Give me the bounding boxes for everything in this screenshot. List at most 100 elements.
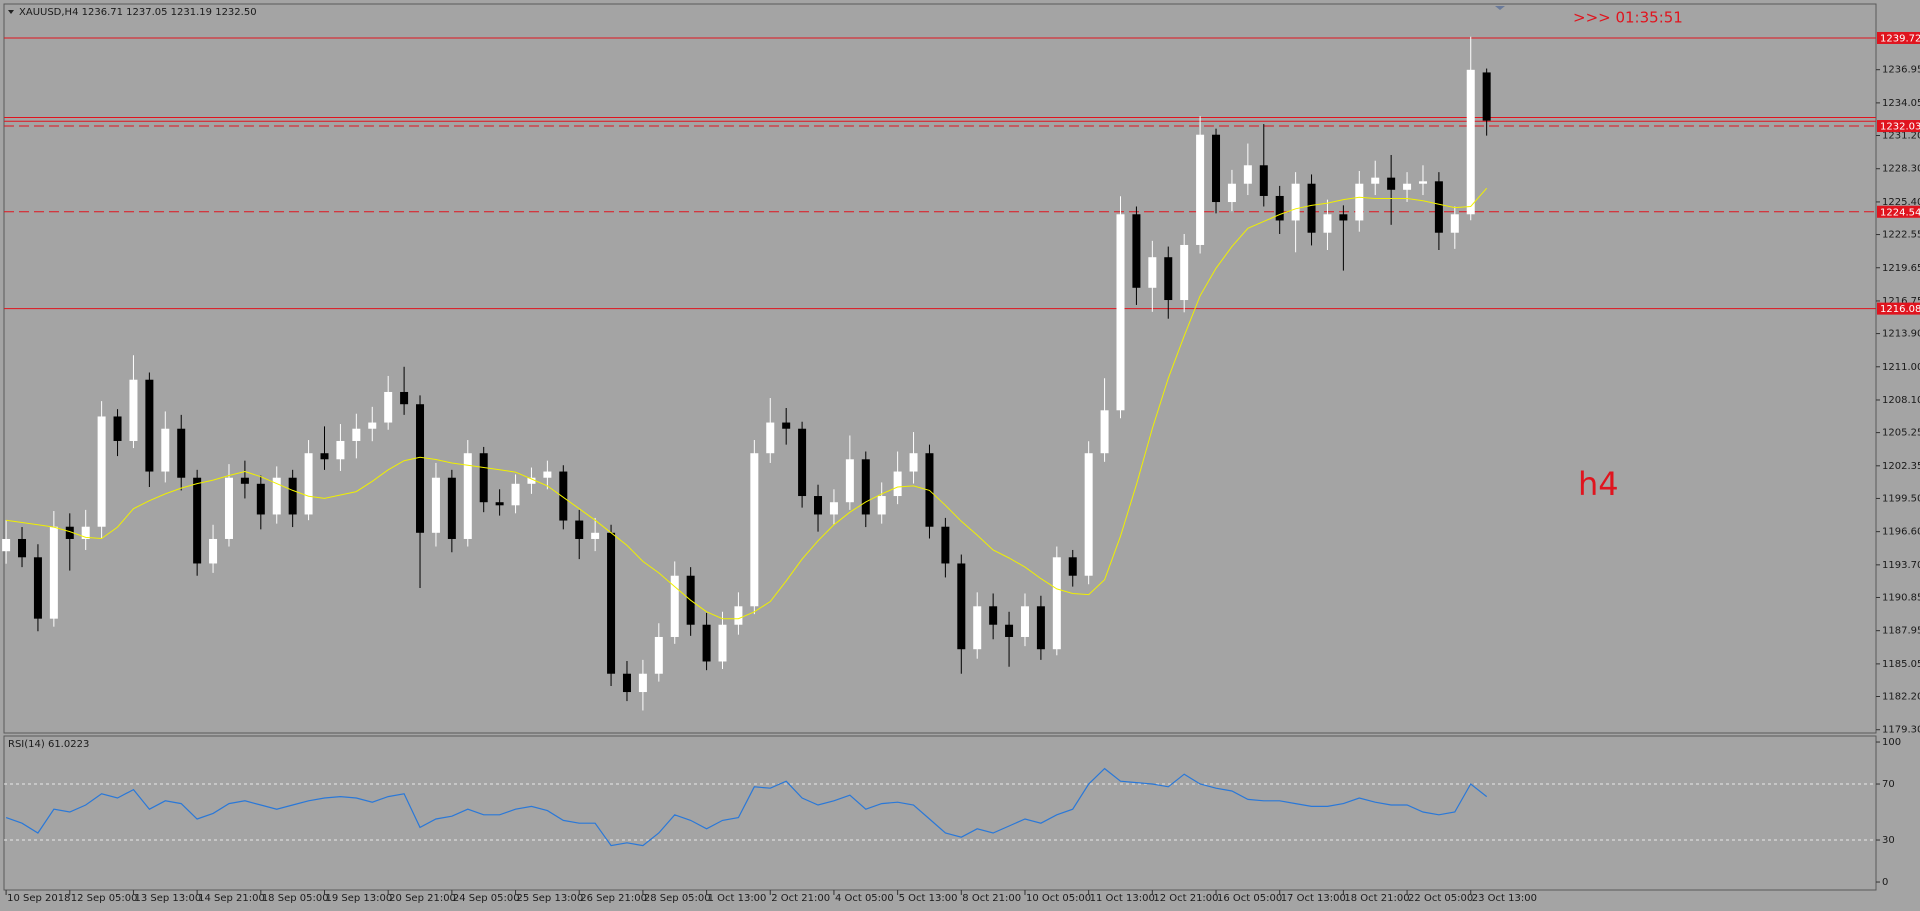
candle-body xyxy=(702,624,711,662)
candle-body xyxy=(1259,165,1268,196)
candle-body xyxy=(1418,181,1427,184)
y-tick-label: 1182.20 xyxy=(1882,692,1920,703)
candle-body xyxy=(1148,257,1157,288)
x-tick-label: 2 Oct 21:00 xyxy=(771,893,830,904)
menu-arrow[interactable] xyxy=(8,10,14,14)
candle-body xyxy=(1291,183,1300,221)
candle-body xyxy=(877,496,886,515)
y-tick-label: 1193.70 xyxy=(1882,560,1920,571)
countdown: >>> 01:35:51 xyxy=(1573,9,1683,27)
x-tick-label: 28 Sep 05:00 xyxy=(644,893,711,904)
x-tick-label: 10 Oct 05:00 xyxy=(1026,893,1091,904)
candle-body xyxy=(989,606,998,625)
candle-body xyxy=(81,526,90,539)
candle-body xyxy=(479,453,488,503)
main-frame xyxy=(3,3,1877,734)
y-tick-label: 1202.35 xyxy=(1882,461,1920,472)
candle-body xyxy=(431,477,440,533)
price-level-label: 1232.03 xyxy=(1880,122,1920,133)
candle-body xyxy=(1132,214,1141,288)
x-tick-label: 26 Sep 21:00 xyxy=(580,893,647,904)
candle-body xyxy=(1180,244,1189,301)
candle-body xyxy=(1227,183,1236,203)
price-level-label: 1224.54 xyxy=(1880,207,1920,218)
candle-body xyxy=(33,557,42,619)
price-level-tag xyxy=(1877,120,1920,133)
x-tick-label: 18 Oct 21:00 xyxy=(1344,893,1409,904)
candle-body xyxy=(654,636,663,674)
candle-body xyxy=(288,477,297,515)
candle-body xyxy=(272,477,281,515)
x-tick-label: 18 Sep 05:00 xyxy=(262,893,329,904)
x-tick-label: 12 Oct 21:00 xyxy=(1153,893,1218,904)
candle-body xyxy=(798,428,807,497)
candle-body xyxy=(1020,606,1029,637)
candle-body xyxy=(113,416,122,441)
x-tick-label: 22 Oct 05:00 xyxy=(1408,893,1473,904)
x-tick-label: 25 Sep 13:00 xyxy=(517,893,584,904)
x-tick-label: 23 Oct 13:00 xyxy=(1472,893,1537,904)
candle-body xyxy=(1036,606,1045,650)
y-tick-label: 1205.25 xyxy=(1882,428,1920,439)
y-tick-label: 1222.55 xyxy=(1882,230,1920,241)
x-tick-label: 16 Oct 05:00 xyxy=(1217,893,1282,904)
candle-body xyxy=(909,453,918,472)
candle-body xyxy=(129,379,138,441)
candle-body xyxy=(670,575,679,637)
candle-body xyxy=(973,606,982,650)
candle-body xyxy=(320,453,329,460)
candle-body xyxy=(1482,72,1491,121)
candle-body xyxy=(447,477,456,539)
candle-body xyxy=(1116,214,1125,411)
y-tick-label: 1213.90 xyxy=(1882,329,1920,340)
candle-body xyxy=(1339,214,1348,221)
x-tick-label: 12 Sep 05:00 xyxy=(71,893,138,904)
moving-average xyxy=(6,187,1488,620)
y-tick-label: 30 xyxy=(1882,835,1895,846)
candle-body xyxy=(1403,183,1412,190)
price-level-label: 1239.72 xyxy=(1880,33,1920,44)
candle-body xyxy=(1434,181,1443,233)
candle-body xyxy=(941,526,950,564)
candle-body xyxy=(209,538,218,564)
candle-body xyxy=(352,428,361,441)
price-level-tag xyxy=(1877,302,1920,315)
y-tick-label: 1179.30 xyxy=(1882,725,1920,736)
candle-body xyxy=(845,459,854,503)
candle-body xyxy=(607,532,616,674)
candle-body xyxy=(1387,177,1396,190)
y-tick-label: 1231.20 xyxy=(1882,131,1920,142)
candle-body xyxy=(240,477,249,484)
candle-body xyxy=(1275,195,1284,221)
candle-body xyxy=(591,532,600,539)
candle-body xyxy=(161,428,170,472)
y-tick-label: 100 xyxy=(1882,737,1901,748)
candle-body xyxy=(1450,214,1459,233)
candle-body xyxy=(750,453,759,607)
x-tick-label: 8 Oct 21:00 xyxy=(962,893,1021,904)
candle-body xyxy=(1371,177,1380,184)
price-level-label: 1216.08 xyxy=(1880,304,1920,315)
x-tick-label: 11 Oct 13:00 xyxy=(1090,893,1155,904)
candle-body xyxy=(49,526,58,619)
candle-body xyxy=(1196,134,1205,245)
rsi-frame xyxy=(3,735,1877,891)
y-tick-label: 1228.30 xyxy=(1882,164,1920,175)
y-tick-label: 1236.95 xyxy=(1882,65,1920,76)
y-tick-label: 1211.00 xyxy=(1882,362,1920,373)
candle-body xyxy=(559,471,568,521)
candle-body xyxy=(256,483,265,515)
symbol-info: XAUUSD,H4 1236.71 1237.05 1231.19 1232.5… xyxy=(19,7,257,18)
y-tick-label: 70 xyxy=(1882,779,1895,790)
candle-body xyxy=(1307,183,1316,233)
candle-body xyxy=(400,391,409,405)
candle-body xyxy=(18,538,27,558)
candle-body xyxy=(304,453,313,515)
x-tick-label: 1 Oct 13:00 xyxy=(708,893,767,904)
candle-body xyxy=(766,422,775,454)
candle-body xyxy=(1084,453,1093,576)
candle-body xyxy=(1005,624,1014,637)
y-tick-label: 1190.85 xyxy=(1882,592,1920,603)
